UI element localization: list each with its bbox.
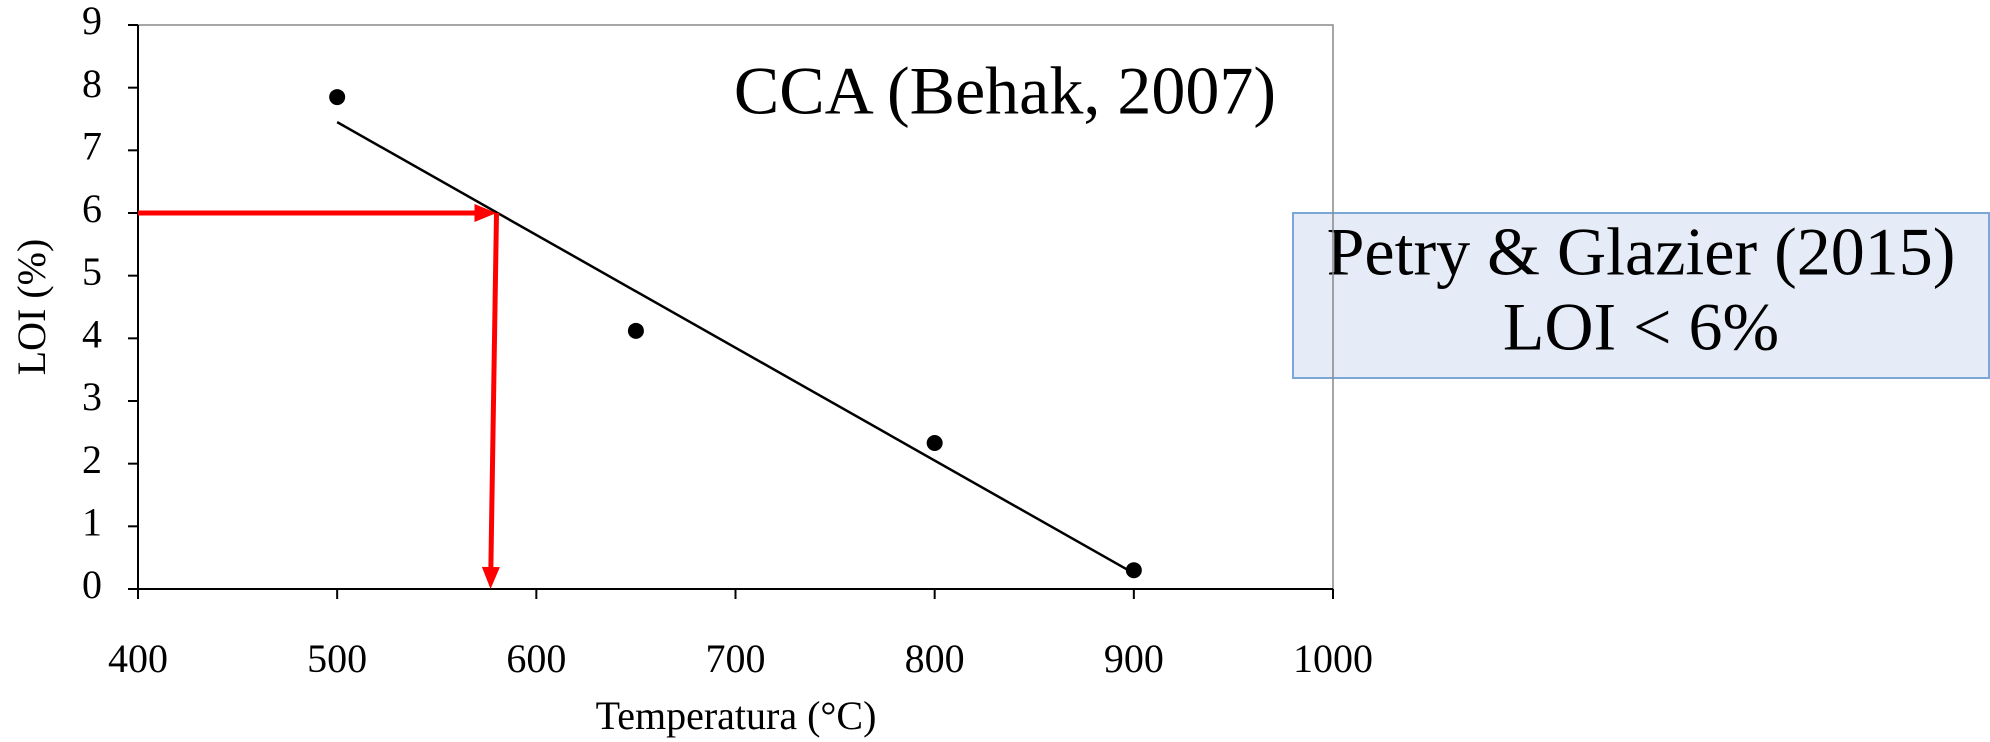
note-line: Petry & Glazier (2015) — [1327, 214, 1956, 290]
note-line: LOI < 6% — [1503, 289, 1779, 365]
y-tick-label: 0 — [82, 562, 102, 607]
y-tick-label: 9 — [82, 0, 102, 43]
y-tick-label: 2 — [82, 437, 102, 482]
y-tick-label: 6 — [82, 186, 102, 231]
x-tick-label: 700 — [706, 636, 766, 681]
note-box — [1292, 212, 1990, 379]
y-tick-label: 4 — [82, 312, 102, 357]
x-axis-title: Temperatura (°C) — [596, 693, 877, 738]
arrow-head — [481, 566, 500, 589]
annotation: CCA (Behak, 2007) — [734, 53, 1276, 129]
point — [1125, 562, 1142, 579]
x-tick-label: 1000 — [1293, 636, 1373, 681]
y-tick-label: 7 — [82, 124, 102, 169]
y-tick-label: 1 — [82, 500, 102, 545]
x-tick-label: 800 — [905, 636, 965, 681]
y-tick-label: 5 — [82, 249, 102, 294]
point — [926, 434, 943, 451]
arrow-head — [474, 204, 497, 222]
arrow — [488, 212, 499, 568]
x-tick-label: 400 — [108, 636, 168, 681]
y-tick-label: 3 — [82, 374, 102, 419]
point — [627, 322, 644, 339]
x-tick-label: 900 — [1104, 636, 1164, 681]
trend-line — [336, 121, 1135, 575]
point — [329, 89, 346, 106]
x-tick-label: 500 — [307, 636, 367, 681]
y-tick-label: 8 — [82, 61, 102, 106]
x-tick-label: 600 — [506, 636, 566, 681]
y-axis-title: LOI (%) — [9, 239, 54, 376]
